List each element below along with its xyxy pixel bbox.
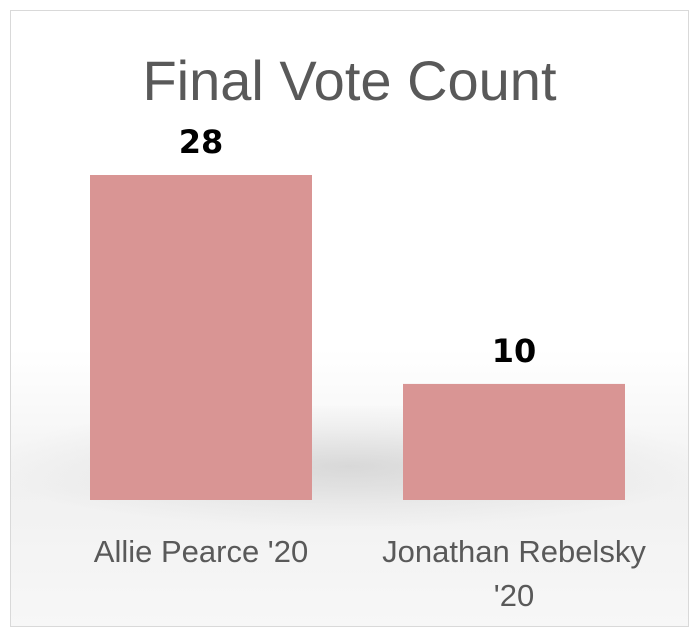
category-label-1-line-0: Jonathan Rebelsky [382, 534, 646, 569]
data-label-1: 10 [492, 332, 537, 370]
bar-0 [90, 175, 312, 500]
category-label-1-line-1: '20 [494, 578, 534, 613]
category-label-0-line-0: Allie Pearce '20 [94, 534, 308, 569]
data-label-0: 28 [179, 123, 224, 161]
chart-title: Final Vote Count [142, 49, 557, 112]
bar-1 [403, 383, 625, 500]
